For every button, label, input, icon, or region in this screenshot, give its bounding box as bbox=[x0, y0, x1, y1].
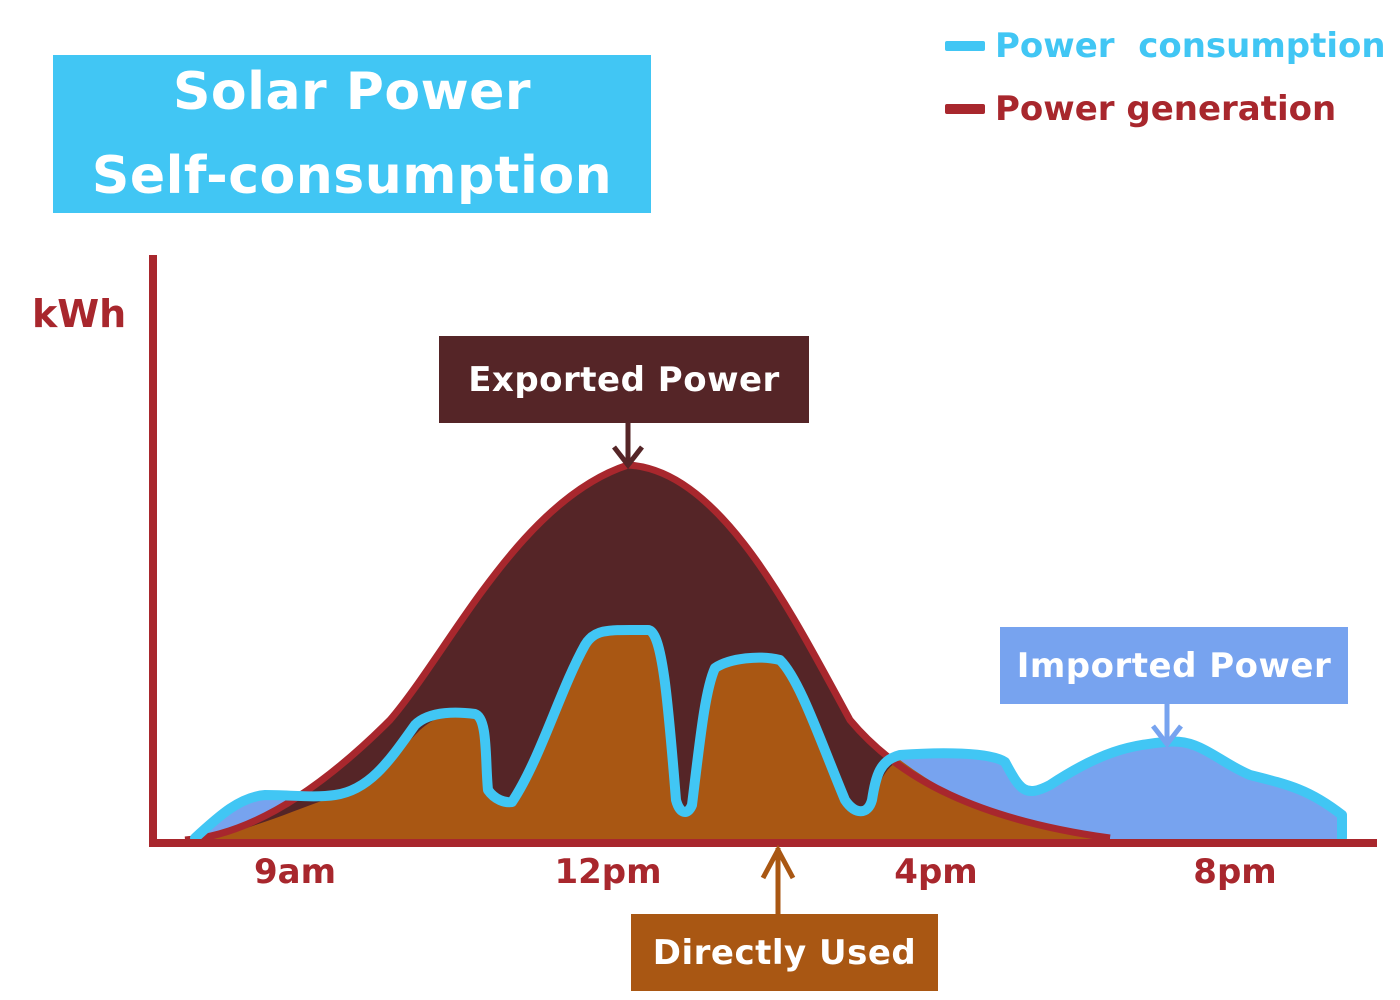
x-tick-8pm: 8pm bbox=[1193, 852, 1277, 892]
consumption-swatch-icon bbox=[945, 40, 985, 51]
x-tick-9am: 9am bbox=[253, 852, 337, 892]
directly-used-arrow-icon bbox=[760, 844, 796, 914]
exported-arrow-icon bbox=[612, 423, 644, 470]
consumption-line bbox=[190, 624, 1347, 843]
y-axis-label: kWh bbox=[32, 292, 127, 336]
imported-power-callout: Imported Power bbox=[1000, 627, 1348, 704]
chart-title-line1: Solar Power bbox=[172, 62, 532, 122]
x-tick-12pm: 12pm bbox=[554, 852, 662, 892]
directly-used-area bbox=[200, 630, 1100, 840]
chart-title-line2: Self-consumption bbox=[91, 146, 613, 206]
x-tick-4pm: 4pm bbox=[894, 852, 978, 892]
exported-power-callout: Exported Power bbox=[439, 336, 809, 423]
legend-item-consumption: Power consumption bbox=[945, 14, 1386, 77]
legend: Power consumption Power generation bbox=[945, 14, 1386, 140]
legend-label-generation: Power generation bbox=[995, 88, 1337, 129]
directly-used-callout: Directly Used bbox=[631, 914, 938, 991]
chart-title-box: Solar Power Self-consumption bbox=[53, 55, 651, 213]
legend-item-generation: Power generation bbox=[945, 77, 1386, 140]
imported-arrow-icon bbox=[1151, 704, 1183, 749]
legend-label-consumption: Power consumption bbox=[995, 25, 1386, 66]
generation-swatch-icon bbox=[945, 103, 985, 114]
